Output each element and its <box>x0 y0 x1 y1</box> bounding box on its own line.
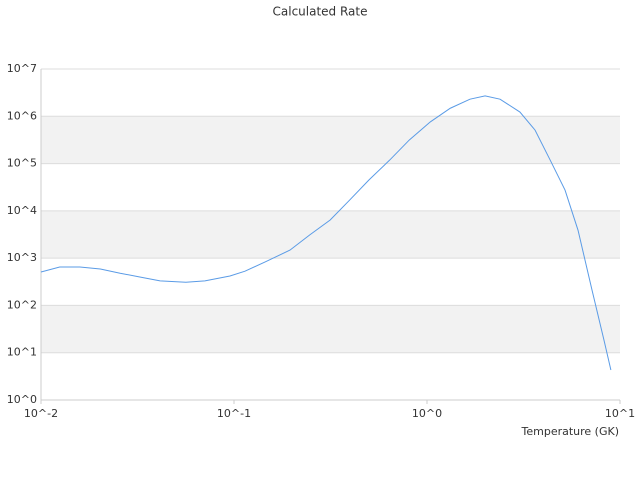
y-tick-label: 10^5 <box>7 157 37 170</box>
y-tick-label: 10^1 <box>7 346 37 359</box>
y-tick-label: 10^6 <box>7 109 37 122</box>
grid-band <box>41 116 620 164</box>
y-tick-label: 10^4 <box>7 204 37 217</box>
x-tick-label: 10^1 <box>605 407 635 420</box>
chart-title: Calculated Rate <box>273 5 368 19</box>
x-axis-label: Temperature (GK) <box>521 425 620 438</box>
grid-band <box>41 305 620 353</box>
x-tick-label: 10^-1 <box>217 407 251 420</box>
grid-band <box>41 210 620 259</box>
y-tick-label: 10^2 <box>7 298 37 311</box>
y-tick-label: 10^3 <box>7 251 37 264</box>
y-tick-label: 10^7 <box>7 62 37 75</box>
data-line <box>40 95 612 371</box>
x-tick-label: 10^0 <box>412 407 442 420</box>
y-tick-label: 10^0 <box>7 393 37 406</box>
x-tick-label: 10^-2 <box>24 407 58 420</box>
